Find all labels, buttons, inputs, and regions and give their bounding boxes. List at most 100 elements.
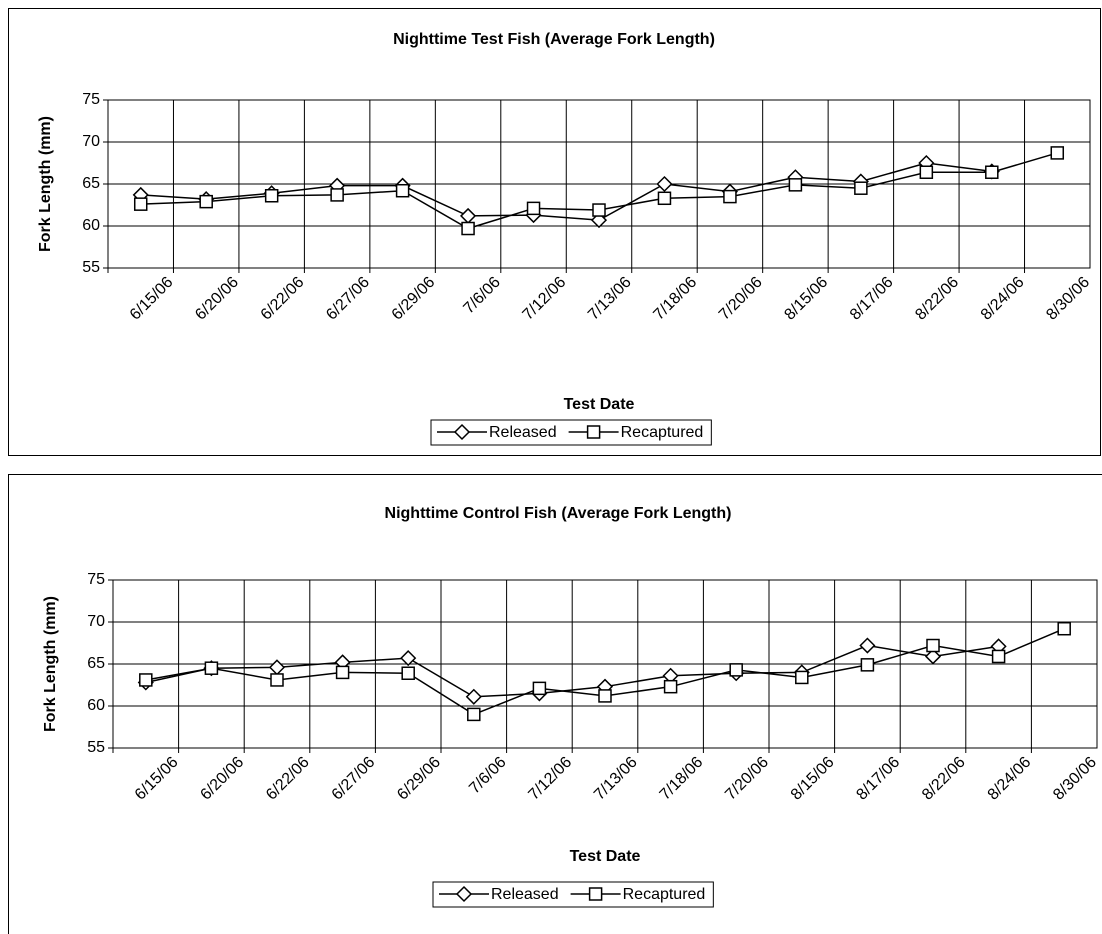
marker xyxy=(859,637,876,654)
x-tick-label: 6/15/06 xyxy=(127,274,177,324)
x-tick-label: 7/6/06 xyxy=(466,754,510,798)
marker xyxy=(854,181,868,195)
legend-marker xyxy=(588,887,603,901)
chart-frame xyxy=(8,8,1101,456)
x-tick-label: 8/22/06 xyxy=(912,274,962,324)
marker xyxy=(264,189,279,203)
x-tick-label: 8/15/06 xyxy=(788,754,838,804)
x-tick-label: 7/18/06 xyxy=(657,754,707,804)
y-tick-label: 70 xyxy=(82,133,100,150)
marker xyxy=(400,650,417,667)
legend: Released Recaptured xyxy=(430,419,712,446)
x-tick-label: 8/30/06 xyxy=(1043,274,1093,324)
y-tick-label: 65 xyxy=(82,175,100,192)
x-tick-label: 7/20/06 xyxy=(716,274,766,324)
y-tick-label: 55 xyxy=(82,259,100,276)
chart: Nighttime Test Fish (Average Fork Length… xyxy=(8,8,1101,456)
x-tick-label: 8/24/06 xyxy=(985,754,1035,804)
x-tick-label: 6/27/06 xyxy=(329,754,379,804)
marker xyxy=(985,165,999,179)
marker xyxy=(1050,146,1065,160)
plot-area xyxy=(107,99,1091,269)
marker xyxy=(795,670,809,685)
marker xyxy=(657,191,672,206)
x-tick-label: 8/17/06 xyxy=(847,274,897,324)
marker xyxy=(330,188,344,202)
marker xyxy=(401,666,415,680)
chart: Nighttime Control Fish (Average Fork Len… xyxy=(8,474,1102,934)
marker xyxy=(598,689,612,703)
y-tick-label: 65 xyxy=(87,655,105,672)
x-tick-label: 6/29/06 xyxy=(389,274,439,324)
legend-label: Recaptured xyxy=(621,424,704,441)
x-tick-label: 8/15/06 xyxy=(781,274,831,324)
chart-frame xyxy=(8,474,1102,934)
y-axis-label: Fork Length (mm) xyxy=(37,116,54,252)
legend-label: Recaptured xyxy=(623,886,706,903)
marker xyxy=(139,673,153,687)
x-tick-label: 8/30/06 xyxy=(1050,754,1100,804)
marker xyxy=(395,183,410,198)
marker xyxy=(788,178,803,192)
marker xyxy=(729,663,743,677)
marker xyxy=(656,175,673,193)
marker xyxy=(723,189,737,204)
marker xyxy=(460,207,477,224)
legend-label: Released xyxy=(489,424,557,441)
marker xyxy=(526,201,541,216)
x-tick-label: 6/27/06 xyxy=(323,274,373,324)
marker xyxy=(860,658,875,672)
x-tick-label: 7/6/06 xyxy=(460,274,504,318)
y-tick-label: 55 xyxy=(87,739,105,756)
plot-area xyxy=(112,579,1098,749)
marker xyxy=(924,648,942,665)
x-tick-label: 6/15/06 xyxy=(132,754,182,804)
x-axis-label: Test Date xyxy=(570,848,641,865)
y-tick-label: 75 xyxy=(82,91,100,108)
y-tick-label: 75 xyxy=(87,571,105,588)
marker xyxy=(991,649,1006,664)
y-tick-label: 60 xyxy=(87,697,105,714)
x-tick-label: 6/20/06 xyxy=(192,274,242,324)
x-tick-label: 6/22/06 xyxy=(258,274,308,324)
marker xyxy=(461,221,475,236)
marker xyxy=(919,165,934,179)
marker xyxy=(465,688,482,705)
x-tick-label: 7/12/06 xyxy=(525,754,575,804)
marker xyxy=(268,659,286,676)
marker xyxy=(926,638,940,653)
y-tick-label: 70 xyxy=(87,613,105,630)
x-tick-label: 8/17/06 xyxy=(853,754,903,804)
series-line xyxy=(140,162,992,221)
x-tick-label: 7/18/06 xyxy=(651,274,701,324)
legend: Released Recaptured xyxy=(432,881,714,908)
marker xyxy=(467,707,481,722)
series-line xyxy=(145,644,999,698)
x-axis-label: Test Date xyxy=(564,396,635,413)
x-tick-label: 7/12/06 xyxy=(520,274,570,324)
marker xyxy=(199,194,213,209)
legend-marker xyxy=(453,423,471,441)
x-tick-label: 6/29/06 xyxy=(394,754,444,804)
marker xyxy=(133,197,148,211)
y-tick-label: 60 xyxy=(82,217,100,234)
chart-title: Nighttime Control Fish (Average Fork Len… xyxy=(385,505,732,522)
legend-marker xyxy=(455,885,473,903)
marker xyxy=(204,661,219,675)
x-tick-label: 7/13/06 xyxy=(585,274,635,324)
legend-marker xyxy=(586,425,601,439)
marker xyxy=(592,203,606,217)
marker xyxy=(270,673,284,687)
x-tick-label: 7/13/06 xyxy=(591,754,641,804)
x-tick-label: 7/20/06 xyxy=(722,754,772,804)
marker xyxy=(663,679,678,694)
y-axis-label: Fork Length (mm) xyxy=(42,596,59,732)
chart-title: Nighttime Test Fish (Average Fork Length… xyxy=(393,31,715,48)
legend-label: Released xyxy=(491,886,559,903)
x-tick-label: 6/20/06 xyxy=(197,754,247,804)
marker xyxy=(532,681,547,696)
marker xyxy=(335,665,350,680)
x-tick-label: 8/24/06 xyxy=(978,274,1028,324)
marker xyxy=(1057,621,1071,636)
